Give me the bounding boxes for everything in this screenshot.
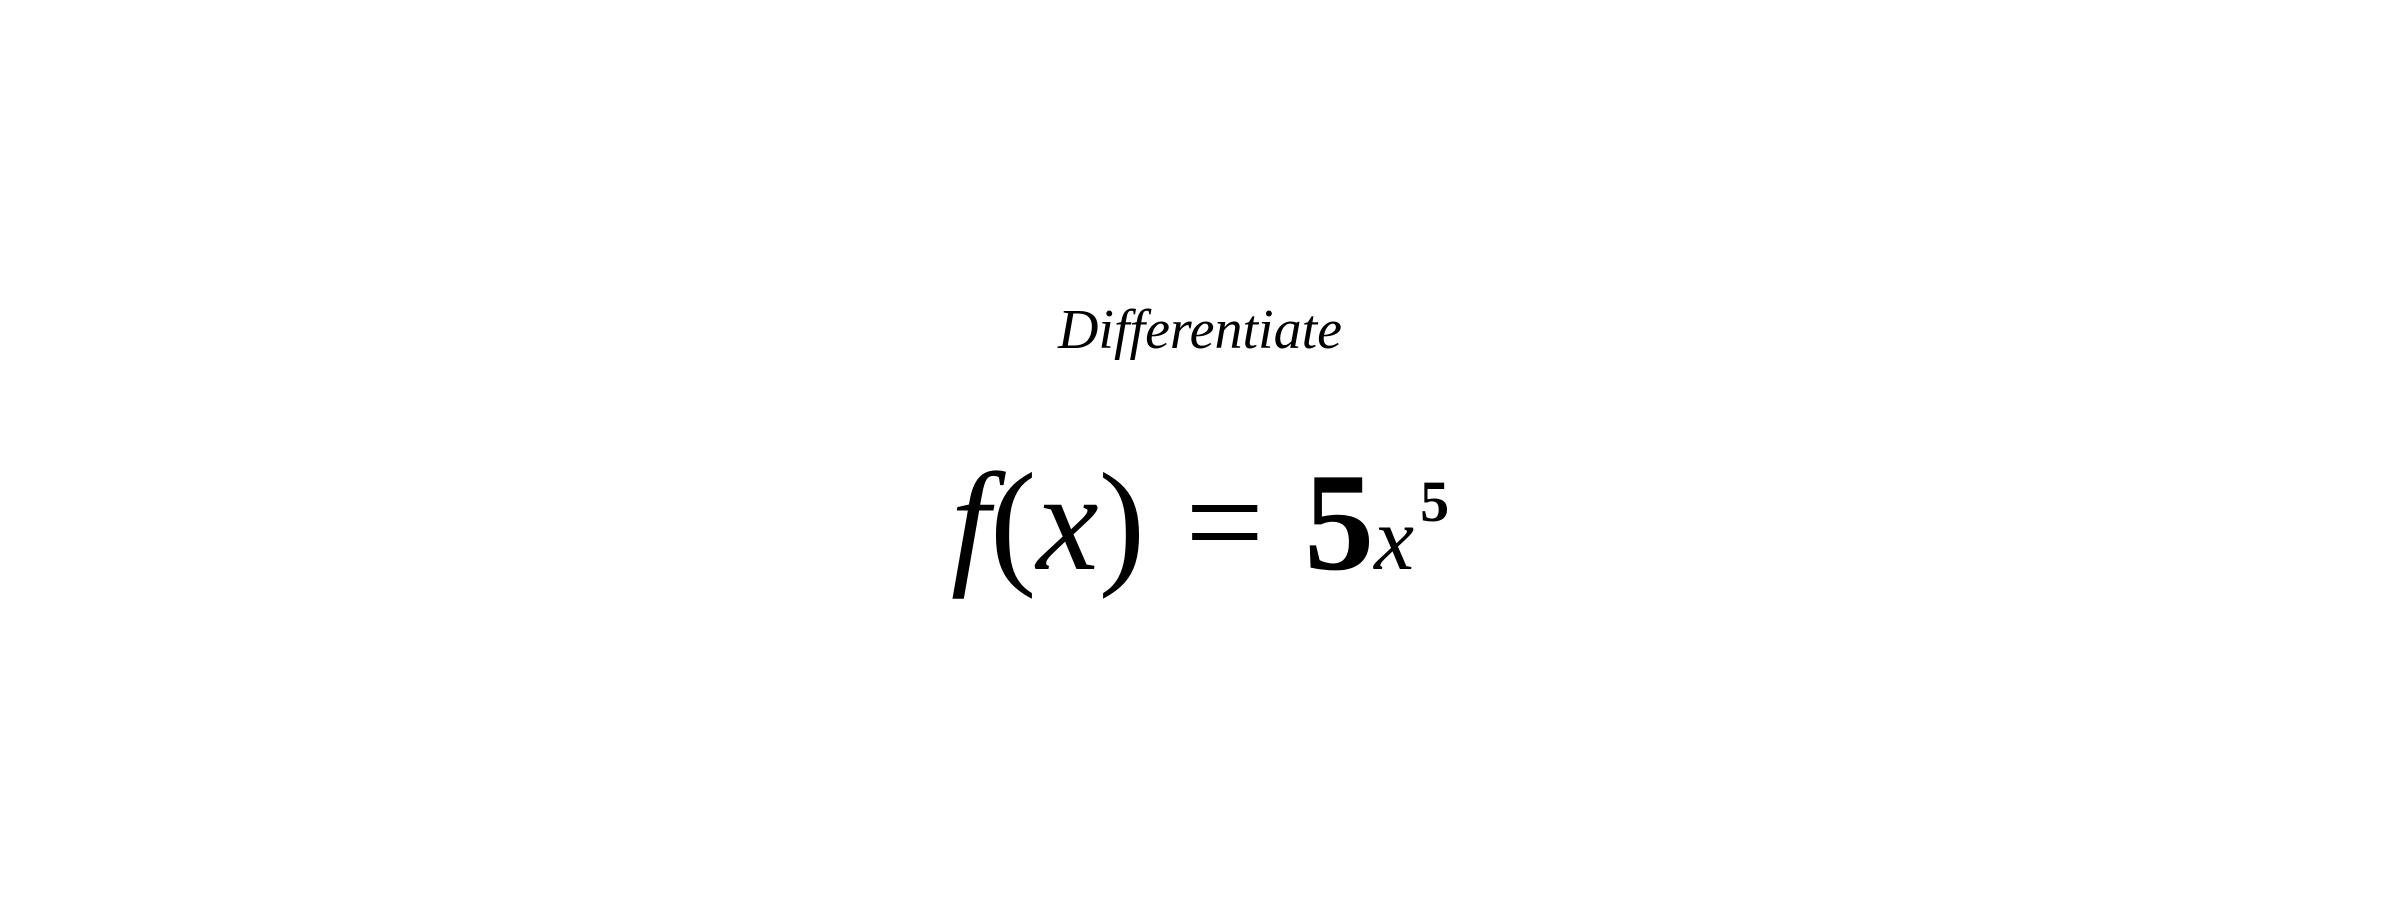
exponent-power-five: 5 xyxy=(1420,469,1449,534)
exponent-x: x xyxy=(1374,490,1414,589)
math-problem-container: Differentiate f ( x ) = 5 x 5 xyxy=(951,298,1449,603)
variable-x: x xyxy=(1036,442,1098,603)
exponent-container: x 5 xyxy=(1374,488,1449,591)
problem-title: Differentiate xyxy=(1058,298,1342,362)
paren-open: ( xyxy=(990,442,1037,603)
equals-sign: = xyxy=(1185,442,1264,603)
function-name: f xyxy=(951,442,990,603)
paren-close: ) xyxy=(1099,442,1146,603)
equation-display: f ( x ) = 5 x 5 xyxy=(951,442,1449,603)
base-five: 5 xyxy=(1304,442,1374,603)
